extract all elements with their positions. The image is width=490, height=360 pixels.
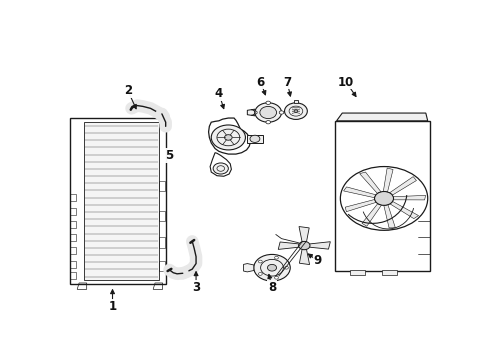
Bar [70,221,76,228]
Bar [159,261,165,271]
Polygon shape [278,242,299,249]
Circle shape [298,242,310,250]
Circle shape [266,101,270,104]
Polygon shape [335,121,430,270]
Circle shape [279,111,284,114]
Polygon shape [384,205,395,228]
Bar [159,181,165,191]
Bar [159,211,165,221]
Circle shape [211,125,245,150]
Text: 8: 8 [268,281,276,294]
Bar [84,122,159,280]
Circle shape [274,256,278,259]
Bar [350,270,365,275]
Bar [382,270,397,275]
Text: 6: 6 [256,76,265,89]
Polygon shape [310,242,330,249]
Polygon shape [393,195,426,200]
Polygon shape [337,113,428,121]
Circle shape [374,192,393,205]
Circle shape [213,163,228,174]
Bar [247,135,263,143]
Circle shape [254,255,290,281]
Polygon shape [247,109,255,116]
Text: 9: 9 [314,254,322,267]
Bar [70,261,76,268]
Circle shape [255,103,281,122]
Circle shape [253,111,257,114]
Bar [70,234,76,241]
Polygon shape [209,118,250,154]
Circle shape [258,260,262,263]
Circle shape [224,135,232,140]
Text: 10: 10 [338,76,354,89]
Polygon shape [244,264,254,272]
Bar [70,118,167,284]
Polygon shape [343,187,376,198]
Circle shape [250,135,260,143]
Circle shape [266,121,270,124]
Bar [70,247,76,255]
Polygon shape [362,204,382,226]
Polygon shape [390,202,418,219]
Circle shape [341,167,428,230]
Bar [70,208,76,215]
Polygon shape [294,100,298,103]
Polygon shape [390,177,416,195]
Polygon shape [299,249,310,265]
Polygon shape [383,168,393,192]
Text: 7: 7 [283,76,291,89]
Polygon shape [360,172,381,193]
Text: 4: 4 [215,87,223,100]
Circle shape [285,103,307,120]
Text: 5: 5 [165,149,173,162]
Bar [70,194,76,201]
Circle shape [260,107,276,118]
Polygon shape [299,226,309,242]
Polygon shape [210,153,231,176]
Polygon shape [345,199,376,212]
Circle shape [285,266,288,269]
Bar [70,273,76,279]
Text: 1: 1 [108,300,117,313]
Circle shape [258,273,262,275]
Bar [159,237,165,248]
Text: 2: 2 [123,84,132,97]
Circle shape [268,264,276,271]
Text: 3: 3 [192,281,200,294]
Circle shape [274,276,278,279]
Circle shape [294,110,298,112]
